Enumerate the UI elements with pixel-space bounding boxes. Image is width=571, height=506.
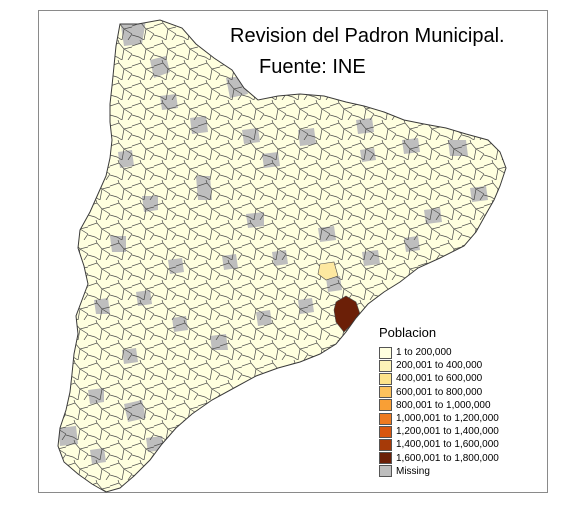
legend-label: 600,001 to 800,000	[396, 386, 483, 398]
legend-item: 400,001 to 600,000	[379, 372, 499, 385]
legend-item: 1 to 200,000	[379, 346, 499, 359]
legend-label: 1,000,001 to 1,200,000	[396, 413, 499, 425]
sabadell-terrassa-area	[317, 261, 339, 281]
legend-swatch	[379, 438, 392, 451]
legend-label: 1,200,001 to 1,400,000	[396, 426, 499, 438]
legend-item: 200,001 to 400,000	[379, 359, 499, 372]
legend-swatch	[379, 359, 392, 372]
legend-label: Missing	[396, 465, 430, 477]
map-subtitle: Fuente: INE	[259, 56, 366, 78]
legend-items: 1 to 200,000 200,001 to 400,000 400,001 to…	[379, 346, 499, 478]
legend-swatch	[379, 425, 392, 438]
legend-swatch	[379, 372, 392, 385]
legend-item: 800,001 to 1,000,000	[379, 399, 499, 412]
legend-label: 1,400,001 to 1,600,000	[396, 439, 499, 451]
legend-label: 1 to 200,000	[396, 347, 452, 359]
map-title: Revision del Padron Municipal.	[230, 25, 505, 47]
legend-label: 200,001 to 400,000	[396, 360, 483, 372]
legend-item: 1,400,001 to 1,600,000	[379, 438, 499, 451]
legend-label: 1,600,001 to 1,800,000	[396, 452, 499, 464]
legend-swatch	[379, 386, 392, 399]
legend-swatch	[379, 452, 392, 465]
legend-item: 1,000,001 to 1,200,000	[379, 412, 499, 425]
legend-label: 400,001 to 600,000	[396, 373, 483, 385]
legend: Poblacion 1 to 200,000 200,001 to 400,000…	[379, 325, 499, 478]
legend-swatch	[379, 399, 392, 412]
legend-swatch	[379, 412, 392, 425]
legend-item: 1,600,001 to 1,800,000	[379, 452, 499, 465]
legend-swatch	[379, 346, 392, 359]
legend-label: 800,001 to 1,000,000	[396, 399, 491, 411]
legend-item: Missing	[379, 465, 499, 478]
legend-item: 600,001 to 800,000	[379, 386, 499, 399]
legend-swatch	[379, 465, 392, 478]
legend-item: 1,200,001 to 1,400,000	[379, 425, 499, 438]
legend-title: Poblacion	[379, 325, 437, 340]
catalonia-outline	[57, 19, 507, 493]
